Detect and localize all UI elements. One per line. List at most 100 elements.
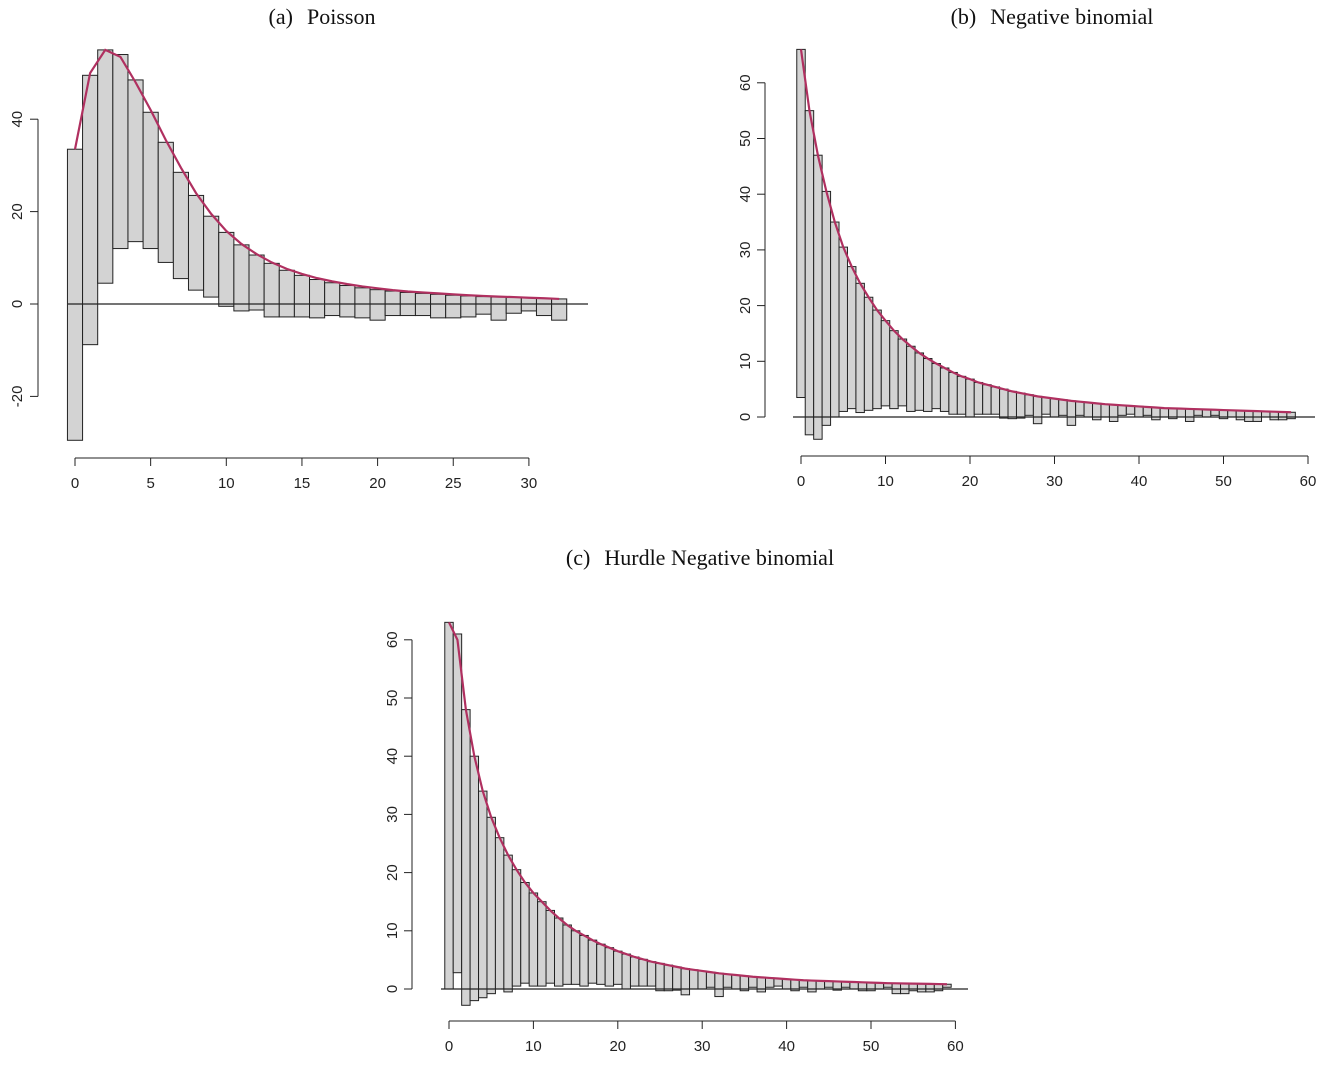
bar-b-4: [830, 221, 840, 418]
bar-b-52: [1235, 410, 1246, 421]
bar-c-15: [570, 930, 581, 985]
bar-c-4: [478, 790, 488, 999]
bar-a-24: [430, 293, 447, 319]
bar-b-17: [939, 367, 950, 412]
y-tick-label-c-40: 40: [384, 748, 401, 765]
bar-a-21: [384, 290, 401, 317]
bar-c-17: [587, 939, 598, 984]
x-tick-label-a-0: 0: [71, 475, 79, 492]
bar-b-37: [1108, 404, 1119, 422]
bar-b-30: [1049, 398, 1060, 418]
x-tick-label-c-50: 50: [863, 1038, 880, 1055]
x-tick-label-c-60: 60: [947, 1038, 964, 1055]
bar-a-26: [460, 295, 477, 318]
x-tick-label-c-40: 40: [778, 1038, 795, 1055]
bar-c-38: [765, 977, 775, 988]
bar-c-36: [748, 976, 758, 988]
x-tick-label-a-25: 25: [445, 475, 462, 492]
bar-b-40: [1134, 405, 1144, 418]
bar-a-32: [551, 298, 568, 321]
bar-b-18: [948, 371, 958, 415]
bar-a-9: [203, 215, 220, 298]
bar-b-19: [956, 375, 967, 415]
y-tick-label-a-20: 20: [9, 203, 26, 220]
x-tick-label-b-20: 20: [962, 473, 979, 490]
y-tick-label-a--20: -20: [9, 386, 26, 408]
x-tick-label-a-10: 10: [218, 475, 235, 492]
bar-c-33: [722, 973, 733, 988]
bar-a-16: [309, 279, 326, 319]
bar-c-32: [714, 972, 724, 998]
bar-c-1: [452, 633, 463, 974]
bar-a-14: [278, 269, 295, 318]
y-tick-label-c-30: 30: [384, 806, 401, 823]
bar-b-58: [1286, 411, 1296, 420]
bar-a-28: [490, 296, 507, 321]
bar-b-1: [804, 110, 815, 436]
bar-c-57: [925, 983, 935, 993]
bar-b-36: [1100, 403, 1110, 418]
bar-c-37: [756, 976, 766, 993]
bar-c-22: [629, 956, 640, 987]
panel-b-title: (b) Negative binomial: [951, 4, 1154, 30]
bar-b-27: [1024, 394, 1034, 416]
bar-c-16: [579, 934, 589, 987]
y-tick-label-a-40: 40: [9, 111, 26, 128]
bar-a-4: [127, 79, 144, 243]
y-tick-label-c-0: 0: [384, 985, 401, 993]
bar-a-5: [142, 111, 159, 250]
x-tick-label-a-15: 15: [294, 475, 311, 492]
panel-c-title-text: Hurdle Negative binomial: [604, 545, 835, 570]
bar-a-11: [233, 244, 250, 312]
y-tick-label-c-50: 50: [384, 690, 401, 707]
bar-c-9: [520, 881, 530, 984]
bar-c-19: [604, 947, 615, 987]
bar-c-27: [672, 966, 682, 991]
y-tick-label-b-20: 20: [737, 297, 754, 314]
bar-b-34: [1083, 402, 1094, 418]
bar-a-29: [505, 297, 522, 314]
bar-a-31: [535, 297, 553, 317]
bar-b-3: [821, 190, 832, 426]
bar-b-21: [973, 381, 984, 415]
bar-b-20: [965, 378, 975, 418]
bar-a-3: [112, 54, 129, 250]
bar-c-2: [461, 709, 471, 1006]
x-tick-label-c-10: 10: [525, 1038, 542, 1055]
y-tick-label-b-10: 10: [737, 353, 754, 370]
x-tick-label-a-5: 5: [146, 475, 154, 492]
panel-a-title-text: Poisson: [306, 4, 376, 29]
bar-c-34: [731, 974, 741, 990]
bar-b-16: [931, 363, 941, 410]
bar-b-7: [855, 282, 865, 414]
bar-c-25: [655, 962, 665, 992]
bar-b-28: [1032, 395, 1043, 425]
bar-c-44: [815, 980, 826, 990]
bar-c-5: [486, 816, 496, 995]
bar-c-23: [638, 958, 648, 987]
bar-b-12: [897, 338, 908, 407]
y-tick-label-c-20: 20: [384, 864, 401, 881]
bar-a-25: [445, 294, 462, 319]
bar-b-53: [1244, 410, 1254, 422]
x-tick-label-b-30: 30: [1046, 473, 1063, 490]
bar-c-29: [689, 969, 699, 990]
bar-a-7: [172, 171, 189, 280]
bar-c-12: [545, 909, 555, 984]
bar-b-45: [1176, 408, 1186, 418]
bar-a-0: [66, 148, 84, 441]
bar-c-21: [621, 953, 631, 990]
bar-b-54: [1252, 410, 1263, 422]
bar-c-26: [663, 964, 674, 992]
bar-c-56: [916, 983, 927, 993]
bar-c-20: [613, 950, 623, 985]
y-tick-label-b-0: 0: [737, 413, 754, 421]
bar-b-13: [906, 345, 916, 412]
bar-c-40: [781, 978, 792, 990]
bar-b-10: [880, 320, 891, 407]
bar-b-5: [838, 246, 848, 412]
bar-c-30: [697, 970, 707, 990]
expected-curve-b: [799, 49, 1292, 414]
bar-c-14: [562, 924, 572, 985]
panel-b-title-text: Negative binomial: [990, 4, 1154, 29]
